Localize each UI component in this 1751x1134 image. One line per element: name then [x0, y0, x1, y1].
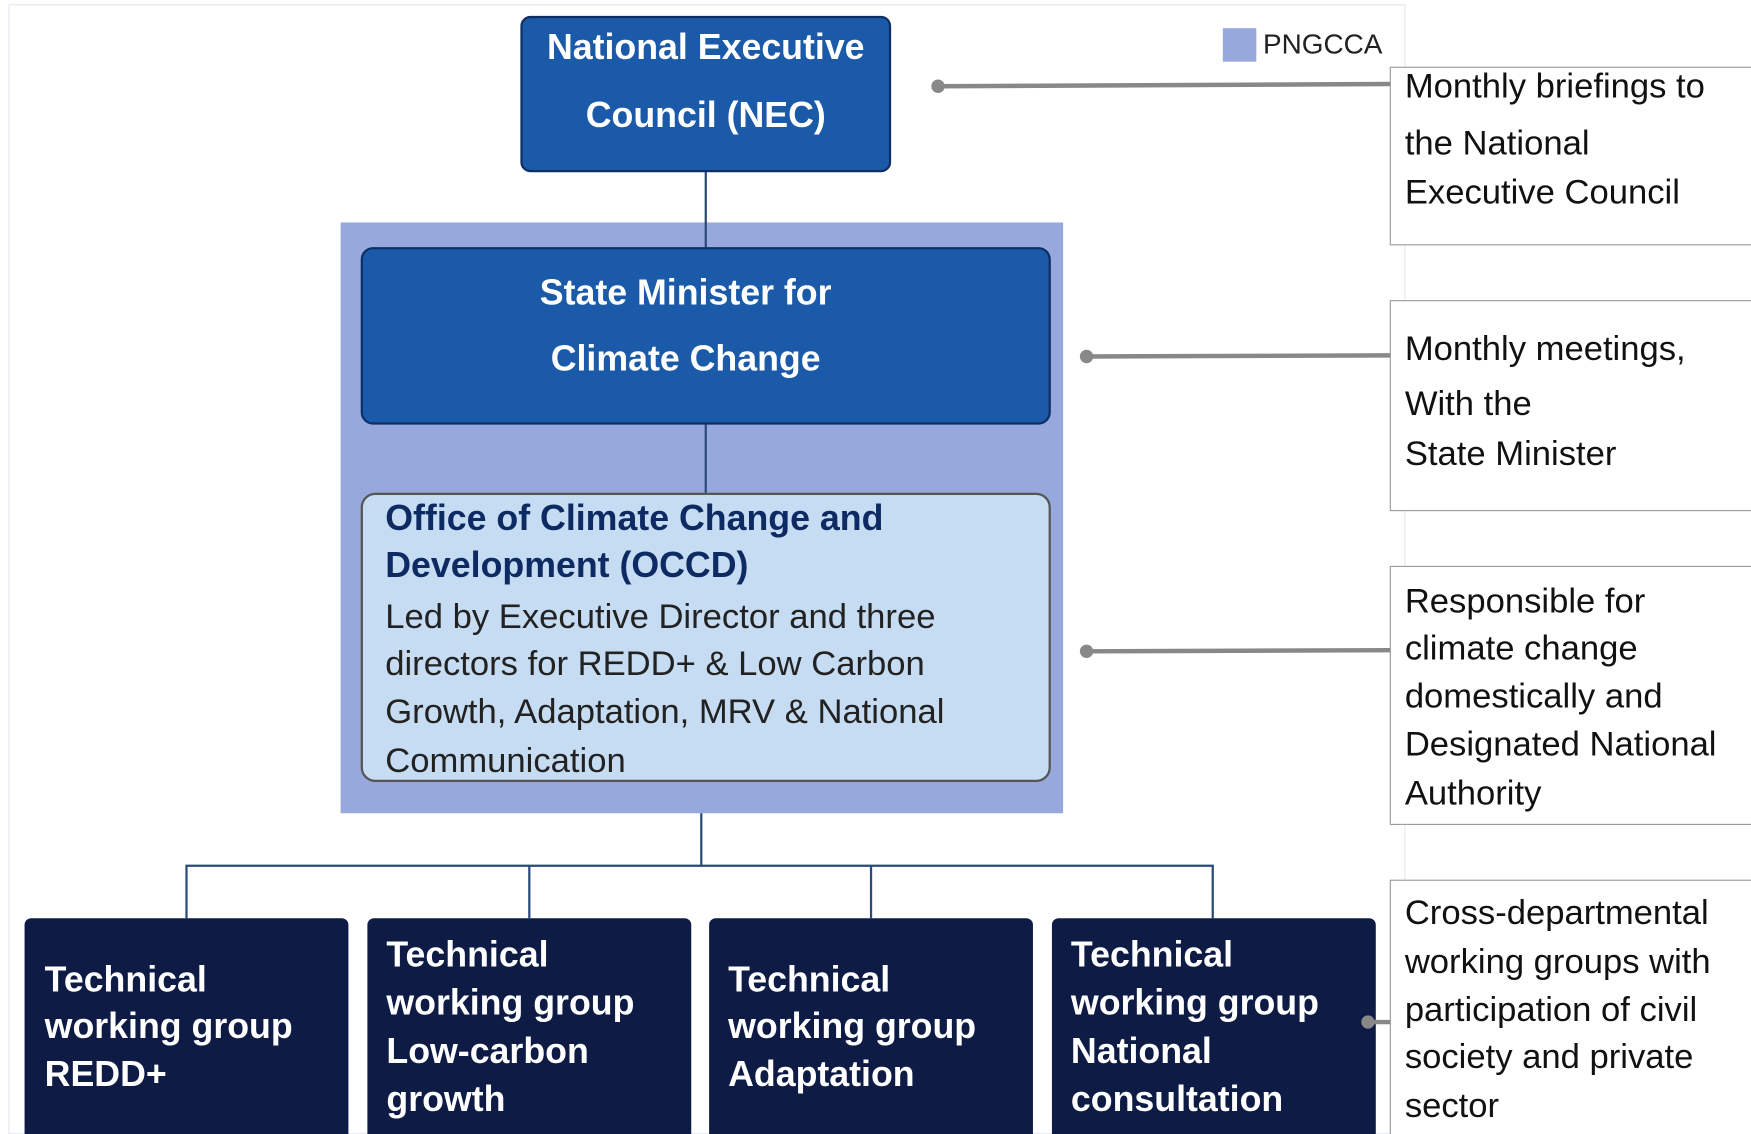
legend-label: PNGCCA [1263, 28, 1383, 59]
wg-label: Low-carbon [386, 1031, 588, 1071]
wg-label: Technical [386, 935, 548, 975]
wg-label: Technical [45, 959, 207, 999]
wg-label: REDD+ [45, 1054, 167, 1094]
note-text: Designated National [1405, 725, 1717, 763]
wg-label: Technical [1071, 935, 1233, 975]
wg-label: working group [385, 983, 634, 1023]
note-text: Responsible for [1405, 582, 1645, 620]
nec-label: Council (NEC) [586, 95, 826, 135]
note-text: Monthly meetings, [1405, 330, 1686, 368]
wg-label: working group [1070, 983, 1319, 1023]
wg-label: growth [386, 1079, 505, 1119]
nec-label: National Executive [547, 27, 865, 67]
occd-title: Development (OCCD) [385, 545, 748, 585]
pointer [938, 84, 1390, 86]
pointer-dot [1080, 350, 1093, 363]
wg-label: National [1071, 1031, 1212, 1071]
occd-description: Communication [385, 742, 625, 780]
pointer-dot [1361, 1015, 1374, 1028]
note-text: the National [1405, 125, 1590, 163]
note-text: Authority [1405, 775, 1542, 813]
pointer-dot [1080, 645, 1093, 658]
pointer [1087, 650, 1391, 651]
note-text: climate change [1405, 629, 1638, 667]
note-text: working groups with [1404, 943, 1711, 981]
note-text: With the [1405, 385, 1532, 423]
note-text: society and private [1405, 1038, 1694, 1076]
wg-label: Technical [728, 959, 890, 999]
wg-label: consultation [1071, 1079, 1283, 1119]
note-text: Executive Council [1405, 174, 1680, 212]
occd-title: Office of Climate Change and [385, 498, 883, 538]
wg-label: Adaptation [728, 1054, 915, 1094]
note-text: Cross-departmental [1405, 894, 1709, 932]
note-text: domestically and [1405, 677, 1663, 715]
wg-label: working group [44, 1006, 293, 1046]
pointer-dot [931, 80, 944, 93]
note-text: State Minister [1405, 435, 1617, 473]
occd-description: directors for REDD+ & Low Carbon [385, 645, 925, 683]
legend-swatch [1223, 28, 1257, 62]
occd-description: Growth, Adaptation, MRV & National [385, 693, 944, 731]
note-text: participation of civil [1405, 991, 1697, 1029]
minister-label: State Minister for [540, 273, 832, 313]
note-text: Monthly briefings to [1405, 68, 1705, 106]
pointer [1087, 355, 1391, 356]
note-text: sector [1405, 1087, 1499, 1125]
occd-description: Led by Executive Director and three [385, 598, 935, 636]
minister-label: Climate Change [551, 338, 821, 378]
org-diagram: PNGCCA National Executive Council (NEC) St… [0, 0, 1751, 1134]
wg-label: working group [727, 1006, 976, 1046]
